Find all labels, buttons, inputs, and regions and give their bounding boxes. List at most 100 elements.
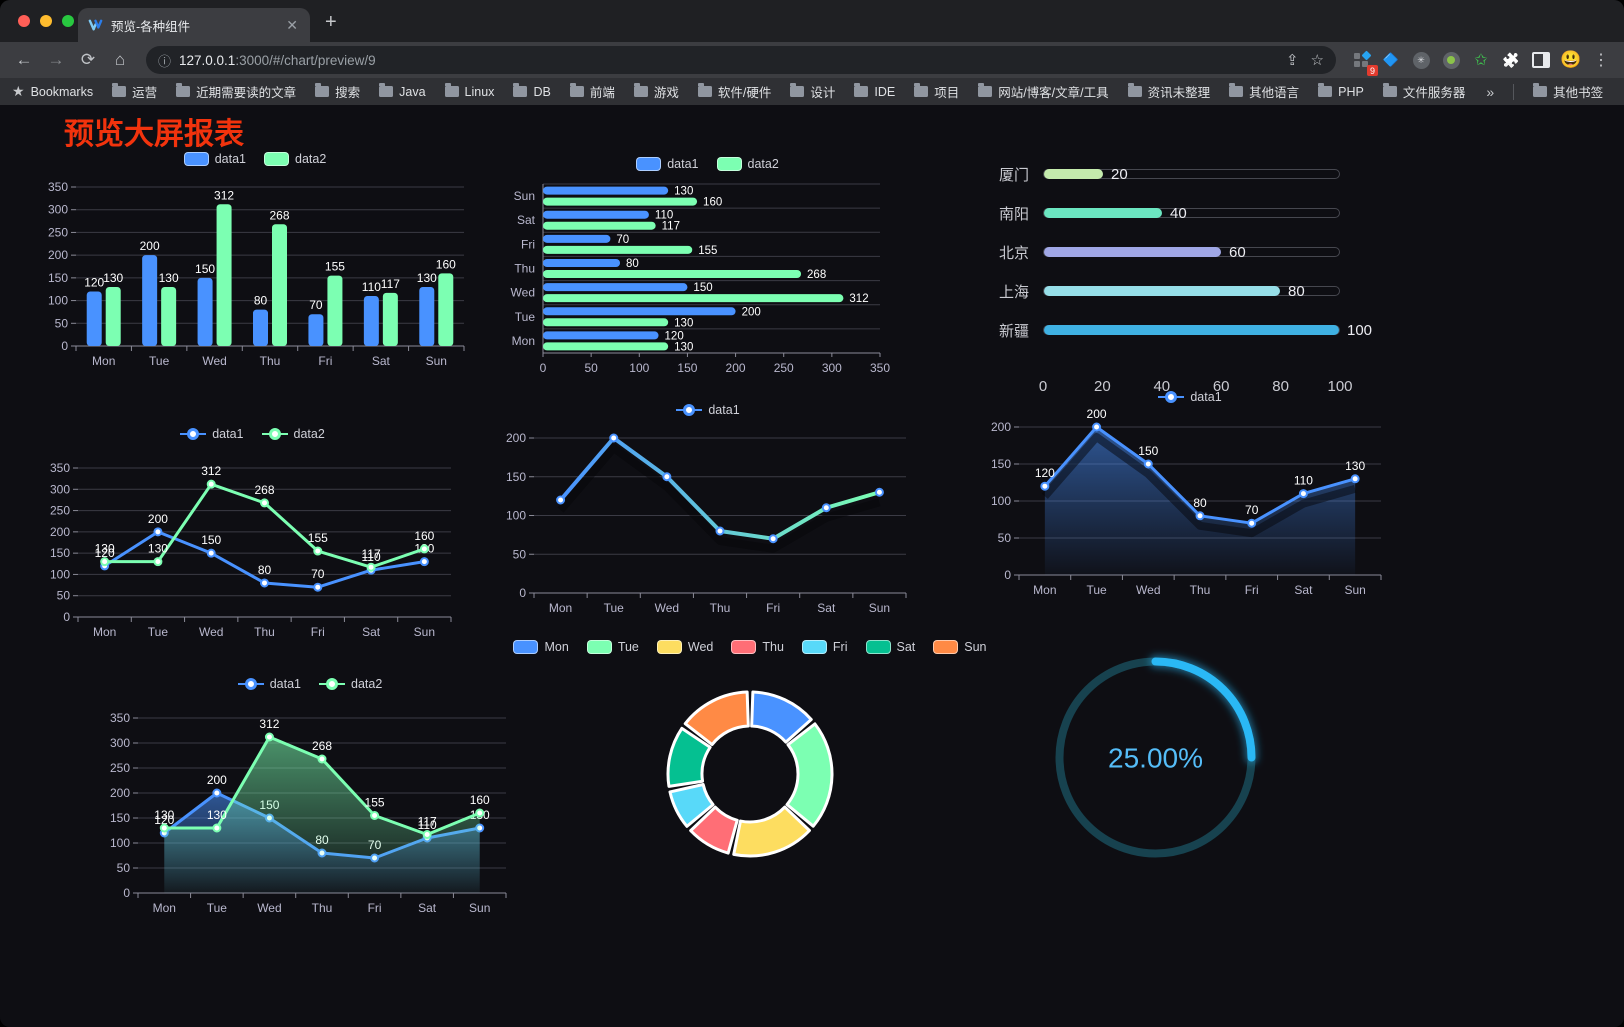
maximize-window-button[interactable] [62, 15, 74, 27]
bookmark-item[interactable]: IDE [854, 82, 895, 101]
hbar-chart-canvas[interactable]: 0 50 100 150 200 250 300 350 Sun Sat Fri Thu Wed Tue M… [505, 176, 910, 381]
folder-icon [1318, 83, 1333, 97]
svg-text:117: 117 [662, 221, 680, 233]
profile-avatar[interactable]: 😃 [1558, 47, 1584, 73]
bookmark-item[interactable]: 设计 [790, 82, 835, 101]
extension-asterisk-icon[interactable]: ✳ [1408, 47, 1434, 73]
tab-close-icon[interactable]: ✕ [286, 16, 298, 33]
bookmarks-overflow-chevron[interactable]: » [1486, 83, 1495, 100]
extension-grid-icon[interactable]: 9 [1348, 47, 1378, 76]
back-button[interactable]: ← [15, 50, 33, 69]
svg-text:130: 130 [154, 808, 174, 822]
legend-item-data2[interactable]: data2 [261, 427, 325, 441]
area-line-canvas[interactable]: 0 50 100 150 200 Mon Tue Wed Thu Fri Sat Sun 120 200 1… [985, 409, 1395, 609]
legend-donut: Mon Tue Wed Thu Fri Sat Sun [513, 638, 987, 656]
svg-text:50: 50 [998, 531, 1012, 545]
extension-gem-icon[interactable]: 🔷 [1378, 47, 1404, 73]
progress-label: 厦门 [998, 166, 1029, 184]
legend-item-Tue[interactable]: Tue [586, 640, 639, 654]
folder-icon [176, 83, 191, 97]
folder-icon [1229, 83, 1244, 97]
folder-icon [790, 83, 805, 97]
svg-text:50: 50 [57, 589, 71, 603]
forward-button[interactable]: → [47, 50, 65, 69]
svg-text:130: 130 [159, 271, 179, 285]
chart-progress-bars[interactable]: 厦门 20 南阳 40 北京 60 上海 80 新疆 100 0 20 40 60 80 100 [985, 166, 1372, 398]
reload-button[interactable]: ⟳ [80, 50, 96, 69]
bookmark-item[interactable]: PHP [1318, 82, 1364, 101]
legend-label: Tue [617, 640, 639, 654]
legend-marker [237, 678, 264, 691]
legend-item-data2[interactable]: data2 [716, 157, 779, 171]
bookmark-item[interactable]: 前端 [569, 82, 615, 101]
bookmark-star-icon[interactable]: ☆ [1310, 52, 1324, 69]
bar-chart-canvas[interactable]: 0 50 100 150 200 250 300 350 Mon Tue Wed Thu Fri Sat S… [40, 171, 470, 376]
bookmark-item[interactable]: 资讯未整理 [1127, 82, 1210, 101]
address-bar[interactable]: ⓘ 127.0.0.1 :3000/#/chart/preview/9 ⇪ ☆ [146, 46, 1336, 74]
legend-item-data1[interactable]: data1 [676, 403, 740, 417]
legend-item-data1[interactable]: data1 [237, 677, 301, 691]
folder-icon [315, 83, 330, 97]
bookmarks-bar: ★ Bookmarks 运营 近期需要读的文章 搜索 Java Linux DB 前端 游戏 软… [0, 78, 1624, 105]
legend-item-data1[interactable]: data1 [180, 427, 244, 441]
legend-item-data2[interactable]: data2 [264, 152, 326, 166]
url-path: :3000/#/chart/preview/9 [235, 52, 376, 68]
side-panel-icon[interactable] [1528, 47, 1554, 73]
legend-item-data1[interactable]: data1 [183, 152, 246, 166]
two-area-line-canvas[interactable]: 0 50 100 150 200 250 300 350 Mon Tue Wed Thu Fri Sat S… [100, 696, 520, 931]
extension-record-icon[interactable] [1438, 47, 1464, 73]
bookmark-item[interactable]: 文件服务器 [1382, 82, 1465, 101]
svg-text:200: 200 [991, 420, 1011, 434]
legend-item-Sat[interactable]: Sat [865, 640, 915, 654]
folder-icon [379, 83, 394, 97]
bookmark-item[interactable]: 其他语言 [1229, 82, 1299, 101]
bookmarks-manager[interactable]: ★ Bookmarks [12, 83, 93, 100]
browser-tab[interactable]: 预览-各种组件 ✕ [78, 8, 310, 42]
legend-item-data1[interactable]: data1 [1158, 390, 1222, 404]
legend-item-Thu[interactable]: Thu [731, 640, 784, 654]
favicon [88, 19, 103, 30]
bookmark-label: 近期需要读的文章 [196, 86, 297, 100]
bookmark-item[interactable]: 运营 [112, 82, 157, 101]
bookmark-item[interactable]: 游戏 [633, 82, 679, 101]
menu-kebab-icon[interactable]: ⋮ [1588, 47, 1614, 73]
gauge-canvas[interactable]: 25.00% [1043, 645, 1268, 870]
legend-item-Sun[interactable]: Sun [933, 640, 987, 654]
svg-text:110: 110 [1294, 474, 1313, 488]
legend-marker [586, 640, 612, 654]
svg-text:Fri: Fri [766, 601, 780, 615]
bookmark-item[interactable]: DB [513, 82, 551, 101]
legend-item-Mon[interactable]: Mon [513, 640, 569, 654]
minimize-window-button[interactable] [40, 15, 52, 27]
svg-text:0: 0 [63, 610, 70, 624]
share-icon[interactable]: ⇪ [1285, 52, 1299, 69]
legend-item-Fri[interactable]: Fri [801, 640, 848, 654]
svg-text:Wed: Wed [511, 286, 535, 300]
legend-item-data1[interactable]: data1 [636, 157, 699, 171]
bookmark-item[interactable]: Linux [444, 82, 494, 101]
progress-value: 40 [1170, 205, 1187, 222]
bookmark-item[interactable]: 软件/硬件 [697, 82, 771, 101]
bookmark-item[interactable]: 近期需要读的文章 [176, 82, 296, 101]
close-window-button[interactable] [18, 15, 30, 27]
svg-text:Thu: Thu [254, 625, 275, 639]
legend-item-data2[interactable]: data2 [319, 677, 382, 691]
site-info-icon[interactable]: ⓘ [158, 53, 172, 69]
home-button[interactable]: ⌂ [114, 50, 126, 69]
donut-canvas[interactable] [540, 659, 960, 884]
line-chart-canvas[interactable]: 0 50 100 150 200 250 300 350 Mon Tue Wed Thu Fri Sat S… [40, 446, 465, 651]
svg-text:130: 130 [148, 542, 168, 556]
gradient-line-canvas[interactable]: 0 50 100 150 200 Mon Tue Wed Thu Fri Sat Sun [498, 422, 918, 627]
other-bookmarks[interactable]: 其他书签 [1533, 82, 1603, 101]
bookmark-item[interactable]: 项目 [914, 82, 959, 101]
bookmark-item[interactable]: 网站/博客/文章/工具 [978, 82, 1109, 101]
svg-text:200: 200 [742, 306, 761, 318]
bookmark-item[interactable]: Java [379, 82, 426, 101]
bookmark-item[interactable]: 搜索 [315, 82, 360, 101]
extension-star-icon[interactable]: ✩ [1468, 47, 1494, 73]
svg-text:70: 70 [1245, 503, 1259, 517]
new-tab-button[interactable]: + [325, 11, 337, 33]
extensions-puzzle-icon[interactable]: 🧩 [1498, 47, 1524, 73]
legend-item-Wed[interactable]: Wed [656, 640, 713, 654]
svg-text:Fri: Fri [318, 354, 332, 368]
